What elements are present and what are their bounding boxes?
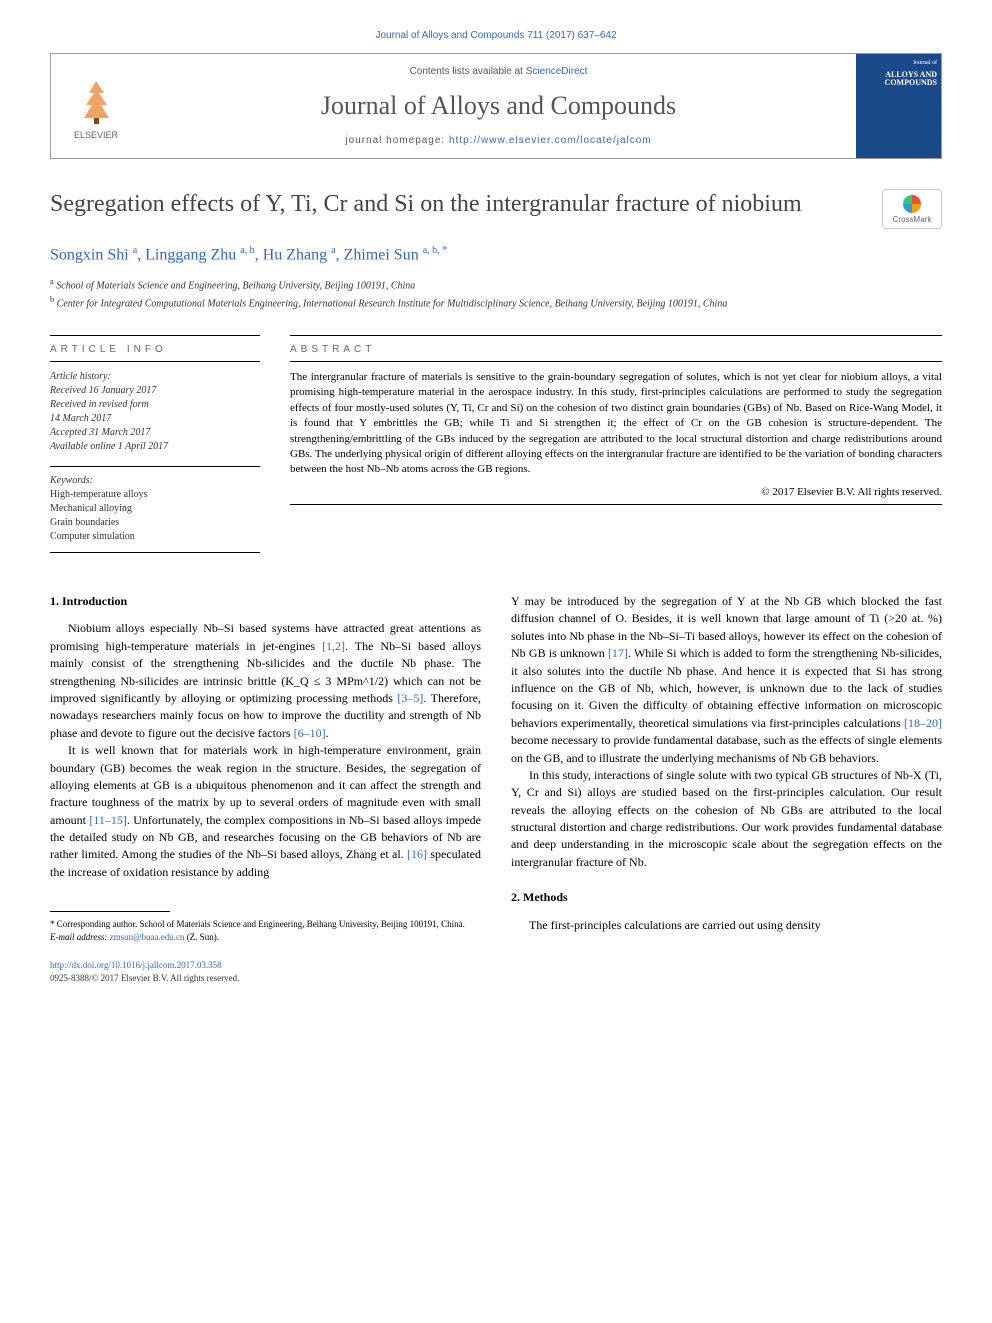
intro-para-2: It is well known that for materials work… xyxy=(50,742,481,881)
methods-para-1: The first-principles calculations are ca… xyxy=(511,917,942,934)
cover-title: ALLOYS AND COMPOUNDS xyxy=(860,71,937,89)
cover-journal-label: Journal of xyxy=(860,60,937,67)
abstract-copyright: © 2017 Elsevier B.V. All rights reserved… xyxy=(290,486,942,505)
header-center: Contents lists available at ScienceDirec… xyxy=(141,54,856,158)
section-1-title: 1. Introduction xyxy=(50,593,481,610)
keyword: Computer simulation xyxy=(50,530,260,544)
intro-para-3: Y may be introduced by the segregation o… xyxy=(511,593,942,767)
body-columns: 1. Introduction Niobium alloys especiall… xyxy=(50,593,942,986)
body-column-right: Y may be introduced by the segregation o… xyxy=(511,593,942,986)
history-label: Article history: xyxy=(50,370,260,384)
abstract-header: ABSTRACT xyxy=(290,336,942,362)
corresponding-author: * Corresponding author. School of Materi… xyxy=(50,918,481,931)
homepage-line: journal homepage: http://www.elsevier.co… xyxy=(141,135,856,146)
contents-available: Contents lists available at ScienceDirec… xyxy=(141,66,856,77)
keywords-label: Keywords: xyxy=(50,475,260,486)
info-abstract-row: ARTICLE INFO Article history: Received 1… xyxy=(50,335,942,553)
article-info-header: ARTICLE INFO xyxy=(50,336,260,362)
publisher-name: ELSEVIER xyxy=(74,130,118,140)
history-line: Available online 1 April 2017 xyxy=(50,440,260,454)
abstract-text: The intergranular fracture of materials … xyxy=(290,370,942,486)
homepage-prefix: journal homepage: xyxy=(345,135,449,146)
keywords-list: High-temperature alloysMechanical alloyi… xyxy=(50,488,260,553)
title-row: Segregation effects of Y, Ti, Cr and Si … xyxy=(50,189,942,229)
citation-line: Journal of Alloys and Compounds 711 (201… xyxy=(50,30,942,41)
publisher-logo: ELSEVIER xyxy=(51,54,141,158)
keyword: Grain boundaries xyxy=(50,516,260,530)
affiliations: a School of Materials Science and Engine… xyxy=(50,276,942,311)
intro-para-4: In this study, interactions of single so… xyxy=(511,767,942,871)
contents-prefix: Contents lists available at xyxy=(410,66,526,77)
email-address[interactable]: zmsun@buaa.edu.cn xyxy=(110,932,185,942)
history-line: Received 16 January 2017 xyxy=(50,384,260,398)
intro-para-1: Niobium alloys especially Nb–Si based sy… xyxy=(50,620,481,742)
history-line: Received in revised form xyxy=(50,398,260,412)
body-column-left: 1. Introduction Niobium alloys especiall… xyxy=(50,593,481,986)
article-title: Segregation effects of Y, Ti, Cr and Si … xyxy=(50,189,862,220)
affiliation: b Center for Integrated Computational Ma… xyxy=(50,294,942,311)
history-line: Accepted 31 March 2017 xyxy=(50,426,260,440)
abstract-column: ABSTRACT The intergranular fracture of m… xyxy=(290,335,942,553)
history-line: 14 March 2017 xyxy=(50,412,260,426)
keyword: Mechanical alloying xyxy=(50,502,260,516)
footnote-separator xyxy=(50,911,170,912)
authors: Songxin Shi a, Linggang Zhu a, b, Hu Zha… xyxy=(50,245,942,264)
journal-header: ELSEVIER Contents lists available at Sci… xyxy=(50,53,942,159)
crossmark-icon xyxy=(903,195,921,213)
issn-copyright: 0925-8388/© 2017 Elsevier B.V. All right… xyxy=(50,972,481,985)
doi-link[interactable]: http://dx.doi.org/10.1016/j.jallcom.2017… xyxy=(50,959,481,972)
affiliation: a School of Materials Science and Engine… xyxy=(50,276,942,293)
email-line: E-mail address: zmsun@buaa.edu.cn (Z. Su… xyxy=(50,931,481,944)
journal-name: Journal of Alloys and Compounds xyxy=(141,91,856,121)
email-suffix: (Z. Sun). xyxy=(184,932,219,942)
crossmark-badge[interactable]: CrossMark xyxy=(882,189,942,229)
homepage-link[interactable]: http://www.elsevier.com/locate/jalcom xyxy=(449,135,652,146)
article-history: Article history: Received 16 January 201… xyxy=(50,370,260,467)
email-label: E-mail address: xyxy=(50,932,110,942)
crossmark-label: CrossMark xyxy=(893,215,932,224)
sciencedirect-link[interactable]: ScienceDirect xyxy=(526,66,588,77)
journal-cover-thumb: Journal of ALLOYS AND COMPOUNDS xyxy=(856,54,941,158)
article-info-column: ARTICLE INFO Article history: Received 1… xyxy=(50,335,260,553)
elsevier-tree-icon xyxy=(69,73,124,128)
section-2-title: 2. Methods xyxy=(511,889,942,906)
keyword: High-temperature alloys xyxy=(50,488,260,502)
